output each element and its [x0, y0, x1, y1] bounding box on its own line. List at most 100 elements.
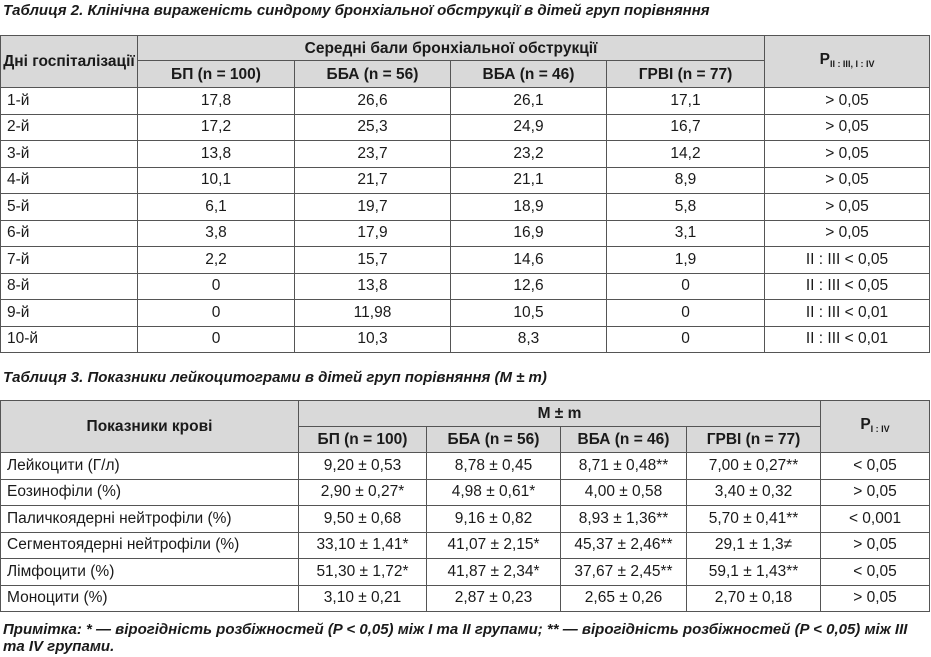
- table-cell: 3,1: [605, 219, 766, 247]
- col-header-grvi: ГРВІ (n = 77): [605, 60, 766, 88]
- row-label: 9-й: [0, 299, 138, 327]
- row-label: Паличкоядерні нейтрофіли (%): [0, 505, 299, 533]
- table-row: Лейкоцити (Г/л) 9,20 ± 0,53 8,78 ± 0,45 8,7…: [0, 452, 931, 480]
- table-cell: > 0,05: [820, 584, 931, 612]
- table-cell: 17,8: [137, 87, 295, 115]
- table-cell: 2,70 ± 0,18: [685, 584, 822, 612]
- table-cell: 0: [605, 272, 766, 300]
- row-label: 7-й: [0, 246, 138, 274]
- table-cell: < 0,001: [820, 505, 931, 533]
- table-cell: II : III < 0,01: [764, 325, 931, 353]
- col-header-vba: ВБА (n = 46): [560, 426, 687, 453]
- table-row: 2-й 17,2 25,3 24,9 16,7 > 0,05: [0, 113, 931, 141]
- row-label: Еозинофіли (%): [0, 478, 299, 506]
- col-header-bp: БП (n = 100): [298, 426, 427, 453]
- table-cell: 16,9: [450, 219, 607, 247]
- table-cell: 17,2: [137, 113, 295, 141]
- table-cell: > 0,05: [764, 193, 931, 221]
- row-label: 6-й: [0, 219, 138, 247]
- table-row: 10-й 0 10,3 8,3 0 II : III < 0,01: [0, 325, 931, 353]
- table-cell: 12,6: [450, 272, 607, 300]
- table-cell: 10,5: [450, 299, 607, 327]
- table-row: 1-й 17,8 26,6 26,1 17,1 > 0,05: [0, 87, 931, 115]
- table-cell: 10,3: [294, 325, 451, 353]
- row-label: 3-й: [0, 140, 138, 168]
- row-label: 5-й: [0, 193, 138, 221]
- table-cell: 14,2: [605, 140, 766, 168]
- table3-note: Примітка: * — вірогідність розбіжностей …: [3, 621, 908, 655]
- table-row: 4-й 10,1 21,7 21,1 8,9 > 0,05: [0, 166, 931, 194]
- table-row: Сегментоядерні нейтрофіли (%) 33,10 ± 1,4…: [0, 531, 931, 559]
- table-cell: 13,8: [294, 272, 451, 300]
- table-cell: < 0,05: [820, 452, 931, 480]
- table-cell: II : III < 0,01: [764, 299, 931, 327]
- table-cell: 16,7: [605, 113, 766, 141]
- table-cell: 10,1: [137, 166, 295, 194]
- row-label: Моноцити (%): [0, 584, 299, 612]
- table-cell: 4,00 ± 0,58: [560, 478, 687, 506]
- table-cell: 2,2: [137, 246, 295, 274]
- col-header-p: PI : IV: [820, 400, 931, 453]
- table-cell: 26,6: [294, 87, 451, 115]
- table-cell: 4,98 ± 0,61*: [426, 478, 561, 506]
- table-cell: 5,8: [605, 193, 766, 221]
- table-cell: 26,1: [450, 87, 607, 115]
- table-cell: 0: [605, 325, 766, 353]
- col-header-indicator: Показники крові: [0, 400, 299, 453]
- table-cell: 18,9: [450, 193, 607, 221]
- table-cell: 21,7: [294, 166, 451, 194]
- table-cell: > 0,05: [764, 219, 931, 247]
- col-header-bba: ББА (n = 56): [426, 426, 561, 453]
- table3: Показники крові M ± m PI : IV БП (n = 10…: [0, 400, 931, 612]
- table-cell: 0: [137, 299, 295, 327]
- table-cell: 17,1: [605, 87, 766, 115]
- table-cell: > 0,05: [820, 531, 931, 559]
- col-header-group: M ± m: [297, 400, 822, 427]
- table-cell: 41,87 ± 2,34*: [426, 558, 561, 586]
- row-label: 4-й: [0, 166, 138, 194]
- table-cell: 2,90 ± 0,27*: [298, 478, 427, 506]
- table-cell: 0: [137, 272, 295, 300]
- table-cell: 41,07 ± 2,15*: [426, 531, 561, 559]
- table-row: Моноцити (%) 3,10 ± 0,21 2,87 ± 0,23 2,65 ±…: [0, 584, 931, 612]
- table-row: Еозинофіли (%) 2,90 ± 0,27* 4,98 ± 0,61* 4,…: [0, 478, 931, 506]
- table-cell: 3,10 ± 0,21: [298, 584, 427, 612]
- col-header-p: PII : III, I : IV: [764, 35, 931, 88]
- table-cell: 8,71 ± 0,48**: [560, 452, 687, 480]
- table-cell: 25,3: [294, 113, 451, 141]
- table-cell: 9,20 ± 0,53: [298, 452, 427, 480]
- table-cell: 2,87 ± 0,23: [426, 584, 561, 612]
- row-label: 2-й: [0, 113, 138, 141]
- col-header-grvi: ГРВІ (n = 77): [685, 426, 822, 453]
- table-cell: 7,00 ± 0,27**: [685, 452, 822, 480]
- table-cell: 23,2: [450, 140, 607, 168]
- table2: Дні госпіталізації Середні бали бронхіал…: [0, 35, 931, 353]
- row-label: Лейкоцити (Г/л): [0, 452, 299, 480]
- row-label: 10-й: [0, 325, 138, 353]
- table-cell: 19,7: [294, 193, 451, 221]
- row-label: Сегментоядерні нейтрофіли (%): [0, 531, 299, 559]
- table-cell: 3,40 ± 0,32: [685, 478, 822, 506]
- table-cell: 5,70 ± 0,41**: [685, 505, 822, 533]
- table2-body: 1-й 17,8 26,6 26,1 17,1 > 0,05 2-й 17,2 25,3 24,9…: [0, 87, 931, 353]
- table-cell: 37,67 ± 2,45**: [560, 558, 687, 586]
- row-label: 1-й: [0, 87, 138, 115]
- col-header-days: Дні госпіталізації: [0, 35, 138, 88]
- table-cell: 13,8: [137, 140, 295, 168]
- table-cell: 1,9: [605, 246, 766, 274]
- table-row: 7-й 2,2 15,7 14,6 1,9 II : III < 0,05: [0, 246, 931, 274]
- table-row: Паличкоядерні нейтрофіли (%) 9,50 ± 0,68 9…: [0, 505, 931, 533]
- table-cell: > 0,05: [764, 113, 931, 141]
- table-cell: < 0,05: [820, 558, 931, 586]
- table-cell: 24,9: [450, 113, 607, 141]
- table-row: 3-й 13,8 23,7 23,2 14,2 > 0,05: [0, 140, 931, 168]
- table-cell: 8,93 ± 1,36**: [560, 505, 687, 533]
- table-row: 8-й 0 13,8 12,6 0 II : III < 0,05: [0, 272, 931, 300]
- col-header-bba: ББА (n = 56): [294, 60, 451, 88]
- table-cell: 15,7: [294, 246, 451, 274]
- table-cell: II : III < 0,05: [764, 246, 931, 274]
- table-cell: 9,16 ± 0,82: [426, 505, 561, 533]
- table-cell: 14,6: [450, 246, 607, 274]
- table-cell: 23,7: [294, 140, 451, 168]
- col-header-bp: БП (n = 100): [137, 60, 295, 88]
